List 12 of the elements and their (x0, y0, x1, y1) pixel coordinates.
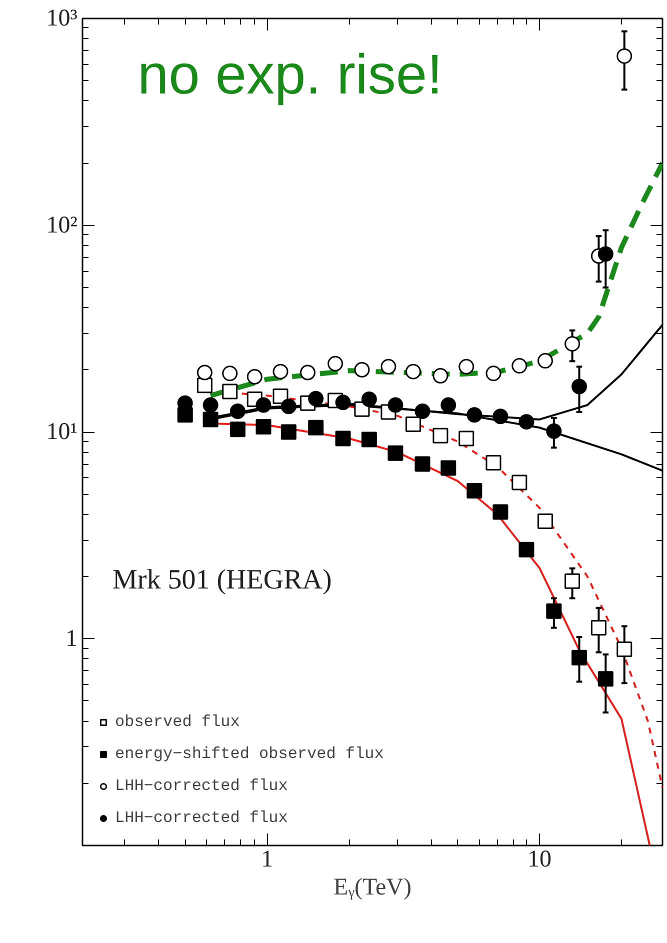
x-axis-title: Eᵧ(TeV) (334, 874, 412, 900)
y-tick-label: 10¹ (46, 419, 78, 445)
legend-label: LHH−corrected flux (115, 808, 288, 829)
legend-label: observed flux (115, 712, 240, 733)
legend-label: energy−shifted observed flux (115, 744, 384, 765)
legend-label: LHH−corrected flux (115, 776, 288, 797)
y-tick-label: 10³ (46, 6, 78, 32)
annotation: no exp. rise! (138, 42, 443, 106)
y-tick-label: 1 (66, 626, 78, 652)
annotation: Mrk 501 (HEGRA) (112, 564, 332, 596)
x-tick-label: 10 (527, 846, 552, 872)
y-tick-label: 10² (46, 212, 78, 238)
